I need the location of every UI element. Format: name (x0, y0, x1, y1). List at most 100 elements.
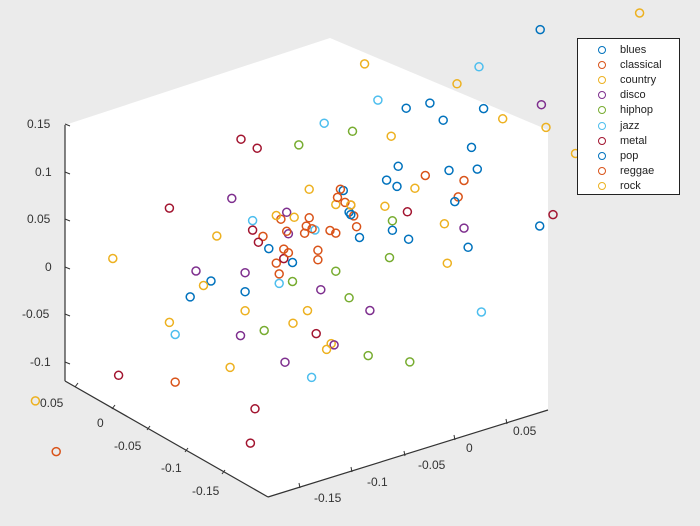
data-point-blues (393, 161, 403, 172)
data-point-metal (247, 225, 258, 235)
legend-marker-icon (598, 106, 606, 115)
data-point-hiphop (405, 357, 415, 367)
data-point-pop (534, 221, 545, 231)
data-point-pop (346, 209, 356, 220)
legend-item-country[interactable]: country (578, 72, 679, 87)
data-point-classical (335, 184, 346, 194)
data-point-disco (316, 284, 326, 295)
data-point-country (288, 318, 298, 328)
data-point-blues (387, 225, 398, 236)
data-point-pop (185, 292, 195, 302)
data-point-classical (274, 269, 284, 279)
tick-mark (64, 218, 71, 222)
data-point-rock (359, 59, 370, 69)
data-point-reggae (459, 175, 469, 186)
legend-item-classical[interactable]: classical (578, 57, 679, 72)
tick-mark (350, 466, 353, 473)
y-tick-label: 0 (97, 416, 104, 430)
y-tick-label: -0.05 (114, 439, 142, 453)
z-tick-label: 0 (45, 260, 52, 274)
data-point-classical (170, 377, 180, 387)
data-point-classical (258, 231, 268, 242)
legend-item-disco[interactable]: disco (578, 88, 679, 103)
data-point-metal (250, 404, 260, 414)
data-point-rock (321, 344, 332, 355)
data-point-hiphop (344, 293, 354, 303)
data-point-jazz (474, 62, 484, 72)
data-point-hiphop (347, 126, 358, 137)
data-point-hiphop (331, 266, 341, 276)
data-point-metal (402, 207, 413, 217)
data-point-rock (289, 212, 299, 223)
data-point-blues (401, 103, 411, 113)
data-point-jazz (247, 215, 258, 226)
tick-mark (74, 382, 79, 388)
data-point-jazz (170, 329, 180, 340)
x-axis-line (267, 409, 549, 498)
legend-item-reggae[interactable]: reggae (578, 164, 679, 179)
tick-mark (111, 404, 116, 410)
data-point-blues (240, 286, 250, 297)
data-point-reggae (283, 248, 294, 258)
data-point-reggae (420, 170, 431, 181)
data-point-classical (340, 197, 350, 208)
axes-background (65, 38, 548, 497)
data-point-hiphop (287, 276, 298, 287)
data-point-metal (236, 134, 246, 144)
y-tick-label: -0.1 (161, 461, 182, 475)
tick-marks (64, 123, 508, 489)
tick-mark (221, 469, 226, 475)
legend-item-hiphop[interactable]: hiphop (578, 103, 679, 118)
data-point-country (497, 114, 508, 124)
data-point-blues (206, 276, 216, 286)
data-point-reggae (313, 255, 323, 265)
data-point-classical (331, 228, 341, 238)
data-point-pop (450, 196, 460, 207)
x-tick-label: -0.1 (367, 475, 388, 489)
data-point-disco (283, 229, 294, 239)
data-point-country (541, 122, 551, 133)
data-point-rock (386, 131, 396, 141)
legend-marker-icon (598, 91, 606, 100)
data-point-disco (329, 340, 339, 350)
data-point-rock (442, 258, 453, 268)
data-point-blues (287, 257, 298, 268)
data-point-country (410, 183, 420, 194)
data-point-rock (634, 8, 645, 18)
data-point-blues (463, 242, 473, 253)
x-tick-label: -0.15 (314, 491, 342, 505)
y-tick-label: -0.15 (192, 484, 220, 498)
data-point-hiphop (363, 350, 373, 361)
data-point-country (164, 317, 175, 328)
data-point-disco (227, 193, 237, 204)
legend-item-blues[interactable]: blues (578, 42, 679, 57)
data-point-country (302, 305, 313, 316)
legend-item-rock[interactable]: rock (578, 179, 679, 194)
legend-item-pop[interactable]: pop (578, 148, 679, 163)
z-tick-label: 0.1 (35, 165, 52, 179)
legend-label: rock (620, 180, 641, 193)
tick-mark (64, 361, 71, 365)
data-point-blues (472, 164, 483, 174)
tick-mark (146, 425, 151, 431)
x-tick-label: -0.05 (418, 458, 446, 472)
data-point-hiphop (294, 140, 304, 150)
data-point-rock (346, 200, 356, 210)
legend-marker-icon (598, 167, 606, 176)
legend-marker-icon (598, 121, 606, 130)
data-point-blues (478, 103, 489, 114)
legend-item-jazz[interactable]: jazz (578, 118, 679, 133)
data-point-reggae (351, 221, 362, 232)
data-point-country (439, 219, 450, 229)
legend[interactable]: blues classical country disco hiphop jazz meta… (577, 38, 680, 195)
data-point-classical (301, 221, 312, 231)
tick-mark (505, 418, 508, 425)
data-point-disco (235, 330, 246, 341)
data-point-metal (245, 438, 256, 448)
legend-label: country (620, 73, 657, 86)
legend-label: jazz (620, 119, 640, 132)
data-point-rock (108, 253, 118, 264)
data-point-jazz (306, 372, 317, 383)
legend-item-metal[interactable]: metal (578, 133, 679, 148)
